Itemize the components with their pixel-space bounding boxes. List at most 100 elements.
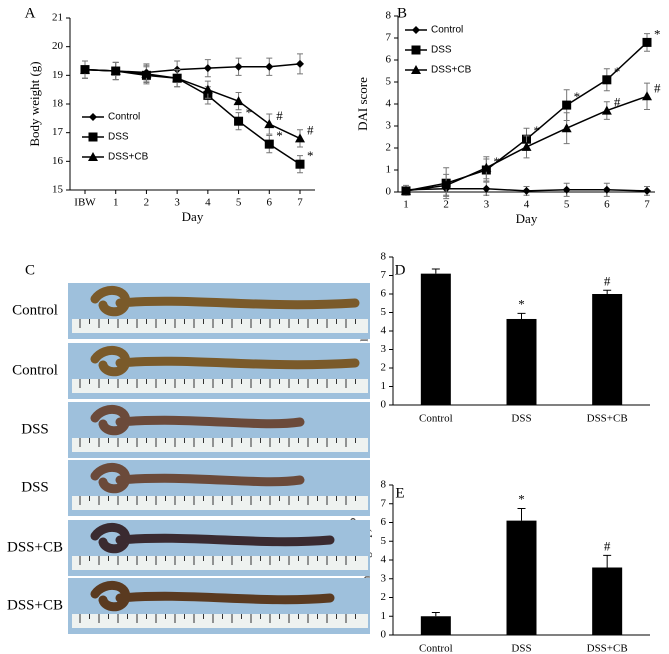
photo-label: Control [12,362,58,378]
y-tick-label: 3 [381,572,387,584]
error-bar [603,554,612,568]
legend-label: DSS+CB [431,65,472,76]
error-bar [431,268,440,274]
x-tick-label: 2 [443,199,449,211]
x-tick-label: 6 [267,197,273,209]
bar [420,616,451,635]
bar [420,273,451,405]
marker [562,185,571,194]
y-tick-label: 5 [386,76,392,88]
bar [506,318,537,405]
y-tick-label: 20 [52,40,64,52]
marker [643,186,651,195]
y-tick-label: 6 [381,288,387,300]
error-bar [603,289,612,294]
marker [296,59,304,68]
photo-label: Control [12,302,58,318]
error-bar [431,612,440,617]
marker [411,65,421,74]
marker [521,141,532,151]
significance: * [534,123,541,138]
significance: * [276,128,283,143]
colon [90,286,360,317]
x-tick-label: 5 [564,199,570,211]
significance: * [518,491,525,506]
marker [203,64,212,73]
marker [89,113,97,121]
y-tick-label: 2 [386,142,392,154]
x-tick-label: Control [419,413,453,425]
y-axis-label: Body weight (g) [27,61,42,146]
marker [602,75,612,85]
y-tick-label: 8 [381,479,387,491]
significance: # [614,95,621,110]
y-tick-label: 8 [386,10,392,22]
marker [601,105,612,115]
y-tick-label: 15 [52,184,64,196]
ruler [72,319,368,333]
marker [264,119,275,129]
y-tick-label: 17 [52,126,64,138]
error-bar [517,312,526,319]
y-axis-label: DAI score [355,77,370,131]
colon [90,523,335,554]
x-tick-label: 3 [484,199,490,211]
x-tick-label: 6 [604,199,610,211]
significance: * [518,296,525,311]
marker [264,139,274,149]
x-tick-label: DSS [511,413,531,425]
legend-label: Control [108,112,140,123]
significance: # [307,122,314,137]
legend-label: Control [431,25,463,36]
y-tick-label: 3 [386,120,392,132]
marker [88,132,98,142]
ruler [72,496,368,510]
x-axis-label: Day [182,209,204,224]
marker [522,186,531,195]
x-tick-label: DSS [511,643,531,654]
x-tick-label: 2 [144,197,150,209]
y-tick-label: 3 [381,343,387,355]
y-tick-label: 0 [381,399,387,411]
panel-label: B [397,5,407,21]
significance: # [276,108,283,123]
significance: # [654,80,661,95]
y-tick-label: 18 [52,98,64,110]
marker [202,84,213,94]
colon [90,346,360,377]
marker [411,45,421,55]
x-tick-label: 7 [297,197,303,209]
y-tick-label: 21 [52,12,63,24]
x-tick-label: IBW [74,197,96,209]
marker [401,185,411,195]
significance: # [604,273,611,288]
marker [80,64,90,74]
x-tick-label: 1 [403,199,409,211]
y-tick-label: 7 [386,32,392,44]
y-tick-label: 1 [381,380,387,392]
ruler [72,379,368,393]
marker [233,96,244,106]
marker [234,62,243,71]
significance: * [307,148,314,163]
photo-label: DSS+CB [7,539,63,555]
significance: * [246,105,253,120]
y-tick-label: 0 [381,629,387,641]
colon [90,581,335,612]
y-tick-label: 1 [386,164,392,176]
bar [506,520,537,635]
photo-label: DSS [21,479,49,495]
panel-label: C [25,262,35,278]
x-tick-label: 1 [113,197,119,209]
y-tick-label: 0 [386,186,392,198]
y-tick-label: 6 [386,54,392,66]
marker [642,37,652,47]
marker [172,73,183,83]
marker [562,100,572,110]
x-tick-label: 5 [236,197,242,209]
x-tick-label: 4 [524,199,530,211]
marker [295,159,305,169]
marker [602,185,611,194]
significance: * [493,154,500,169]
